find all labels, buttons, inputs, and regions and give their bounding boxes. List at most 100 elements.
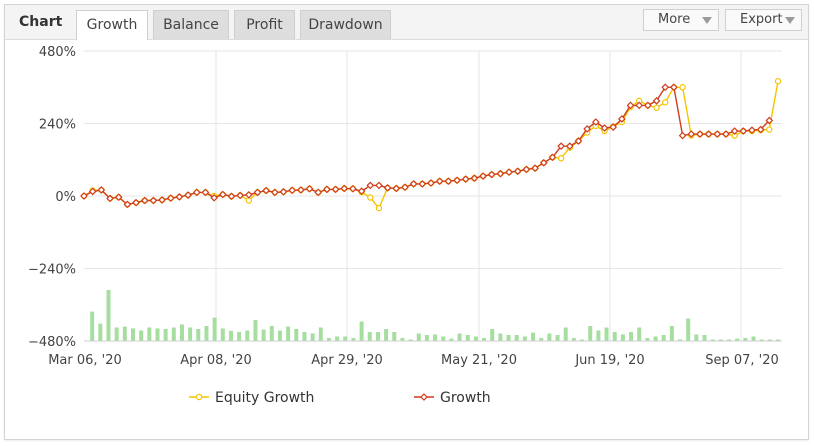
growth-point: [123, 200, 132, 209]
y-tick-label: −480%: [28, 335, 76, 350]
growth-point: [713, 130, 722, 138]
volume-bar: [294, 329, 299, 341]
growth-point: [375, 181, 383, 190]
volume-bar: [555, 335, 560, 341]
growth-point: [730, 127, 739, 135]
growth-point: [696, 130, 704, 138]
volume-bar: [400, 338, 405, 341]
volume-bar: [563, 327, 568, 341]
volume-bar: [277, 330, 282, 341]
volume-bar: [204, 326, 209, 341]
volume-bar: [286, 326, 291, 341]
volume-bar: [441, 336, 446, 341]
volume-bar: [645, 338, 650, 341]
volume-bar: [776, 339, 780, 341]
legend-item-growth[interactable]: Growth: [414, 390, 491, 406]
growth-point: [140, 196, 149, 205]
tab-balance[interactable]: Balance: [153, 10, 229, 39]
x-tick-label: Mar 06, '20: [48, 353, 122, 368]
growth-point: [513, 167, 522, 176]
volume-bar: [604, 327, 609, 341]
more-label: More: [658, 12, 691, 27]
volume-bar: [359, 321, 364, 341]
volume-bar: [661, 335, 666, 341]
growth-point: [305, 184, 314, 193]
growth-point: [383, 183, 392, 192]
tab-profit[interactable]: Profit: [234, 10, 295, 39]
x-tick-label: Sep 07, '20: [705, 353, 779, 368]
legend-item-equity-growth[interactable]: Equity Growth: [189, 390, 314, 406]
volume-bar: [98, 323, 103, 341]
volume-bar: [245, 330, 250, 341]
growth-point: [618, 115, 626, 123]
volume-bar: [498, 333, 503, 341]
growth-point: [366, 181, 375, 190]
growth-point: [470, 174, 479, 183]
growth-point: [644, 101, 652, 110]
volume-bar: [326, 338, 331, 341]
growth-point: [288, 186, 297, 195]
growth-point: [704, 130, 713, 138]
volume-bar: [482, 338, 487, 341]
volume-bar: [588, 326, 593, 341]
volume-bar: [522, 336, 527, 341]
volume-bar: [335, 336, 340, 341]
growth-point: [435, 177, 444, 186]
volume-bar: [612, 332, 617, 341]
volume-bar: [155, 328, 160, 341]
growth-point: [97, 186, 106, 194]
volume-bar: [678, 339, 683, 341]
equity-growth-point: [766, 126, 773, 133]
growth-point: [539, 158, 548, 167]
tab-growth[interactable]: Growth: [76, 10, 148, 40]
y-tick-label: 0%: [55, 190, 76, 205]
volume-bar: [310, 333, 315, 341]
volume-bar: [269, 326, 274, 341]
x-tick-label: Apr 29, '20: [311, 353, 383, 368]
volume-bar: [710, 339, 715, 341]
x-tick-label: Apr 08, '20: [180, 353, 252, 368]
growth-point: [201, 188, 210, 197]
volume-bar: [702, 335, 707, 341]
growth-point: [158, 196, 166, 204]
legend-label: Growth: [440, 390, 491, 406]
growth-point: [522, 165, 531, 174]
volume-bar: [163, 329, 168, 341]
volume-bar: [490, 329, 495, 341]
growth-point: [392, 184, 401, 193]
volume-bar: [375, 332, 380, 341]
volume-bar: [433, 334, 438, 341]
volume-bar: [620, 334, 625, 341]
volume-bar: [228, 330, 233, 341]
y-tick-label: −240%: [28, 263, 76, 278]
chevron-down-icon: [702, 17, 712, 24]
volume-bar: [188, 327, 193, 341]
tab-drawdown[interactable]: Drawdown: [300, 10, 391, 39]
growth-point: [340, 184, 349, 193]
volume-bar: [767, 339, 772, 341]
growth-point: [271, 188, 279, 197]
y-tick-label: 480%: [39, 45, 76, 60]
volume-bar: [351, 338, 356, 341]
growth-point: [461, 175, 470, 183]
volume-bar: [318, 327, 323, 341]
growth-point: [314, 188, 323, 197]
volume-bar: [253, 320, 258, 341]
equity-growth-point: [367, 194, 374, 201]
volume-bar: [90, 311, 95, 341]
growth-point: [227, 192, 236, 201]
growth-point: [88, 187, 97, 196]
more-dropdown[interactable]: More: [643, 9, 719, 31]
volume-bar: [171, 327, 176, 341]
volume-bar: [743, 338, 748, 341]
equity-growth-point: [679, 84, 686, 91]
volume-bar: [514, 335, 519, 341]
growth-point: [496, 169, 505, 178]
volume-bar: [343, 336, 348, 341]
growth-point: [210, 193, 218, 202]
export-dropdown[interactable]: Export: [725, 9, 802, 31]
growth-point: [253, 188, 262, 197]
growth-point: [600, 124, 609, 132]
volume-bar: [367, 332, 372, 341]
growth-point: [479, 172, 487, 180]
